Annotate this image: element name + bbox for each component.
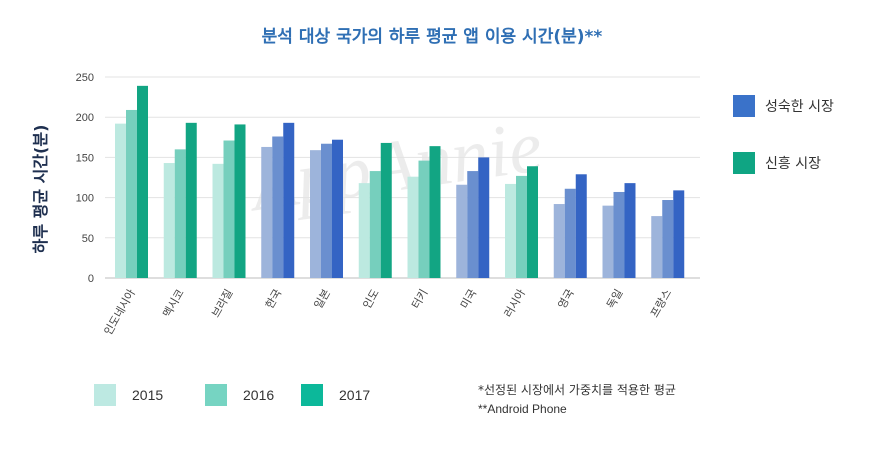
year-legend-label: 2016 (243, 387, 274, 403)
y-tick-label: 250 (76, 72, 94, 84)
bar-인도-2017 (380, 142, 392, 278)
bar-영국-2016 (564, 188, 576, 278)
bar-프랑스-2016 (662, 200, 674, 278)
year-legend: 2015 2016 2017 (94, 384, 370, 406)
x-tick-label: 한국 (263, 287, 284, 311)
market-legend-label: 신흥 시장 (765, 156, 821, 172)
footnote-2: **Android Phone (478, 402, 567, 416)
year-legend-label: 2017 (339, 387, 370, 403)
footnote-1: *선정된 시장에서 가중치를 적용한 평균 (478, 383, 676, 397)
market-legend-swatch (733, 152, 755, 174)
bar-한국-2015 (261, 146, 273, 278)
bar-독일-2015 (602, 205, 614, 278)
bar-프랑스-2017 (673, 190, 685, 278)
bar-미국-2016 (467, 171, 479, 278)
year-legend-swatch (301, 384, 323, 406)
chart-title: 분석 대상 국가의 하루 평균 앱 이용 시간(분)** (262, 26, 603, 47)
x-tick-label: 브라질 (209, 287, 235, 320)
bar-인도네시아-2015 (115, 123, 126, 278)
bar-러시아-2016 (516, 175, 527, 278)
bar-브라질-2015 (212, 163, 224, 278)
bar-브라질-2016 (223, 140, 235, 278)
x-tick-label: 독일 (603, 287, 625, 312)
bar-터키-2017 (429, 146, 441, 278)
year-legend-swatch (94, 384, 116, 406)
bar-멕시코-2017 (185, 122, 197, 278)
bar-터키-2016 (418, 160, 430, 278)
y-tick-label: 150 (76, 152, 94, 164)
market-legend-label: 성숙한 시장 (765, 99, 834, 115)
bar-한국-2016 (272, 136, 284, 278)
y-axis-label: 하루 평균 시간(분) (31, 125, 50, 254)
x-tick-label: 멕시코 (160, 287, 186, 320)
bar-멕시코-2016 (174, 149, 186, 278)
bar-독일-2017 (624, 183, 636, 278)
bar-영국-2015 (553, 204, 565, 278)
y-axis-ticks: 0 50 100 150 200 250 (76, 72, 94, 285)
x-tick-label: 인도네시아 (102, 287, 139, 337)
bars (115, 85, 685, 279)
x-tick-label: 미국 (458, 287, 479, 311)
x-tick-label: 일본 (311, 287, 333, 312)
year-legend-label: 2015 (132, 387, 163, 403)
x-tick-label: 인도 (360, 287, 381, 311)
x-tick-label: 프랑스 (648, 287, 674, 320)
y-tick-label: 200 (76, 112, 94, 124)
bar-인도-2015 (358, 183, 370, 278)
bar-인도네시아-2017 (137, 85, 148, 279)
x-tick-label: 러시아 (502, 287, 528, 320)
bar-인도네시아-2016 (126, 109, 137, 279)
x-tick-label: 영국 (555, 287, 576, 311)
bar-영국-2017 (575, 174, 587, 278)
x-axis-ticks: 인도네시아 멕시코 브라질 한국 일본 인도 터키 미국 러시아 영국 독일 프랑스 (102, 287, 675, 338)
bar-인도-2016 (369, 171, 381, 278)
bar-미국-2017 (478, 157, 490, 278)
bar-러시아-2015 (505, 183, 516, 278)
gridlines (105, 76, 700, 279)
bar-미국-2015 (456, 184, 468, 278)
bar-브라질-2017 (234, 124, 246, 278)
bar-멕시코-2015 (163, 163, 175, 278)
bar-독일-2016 (613, 191, 625, 278)
x-tick-label: 터키 (409, 287, 430, 311)
market-legend-swatch (733, 95, 755, 117)
bar-프랑스-2015 (651, 216, 663, 278)
y-tick-label: 50 (82, 233, 94, 245)
bar-일본-2015 (310, 150, 321, 278)
year-legend-swatch (205, 384, 227, 406)
bar-일본-2016 (321, 143, 332, 278)
y-tick-label: 100 (76, 193, 94, 205)
bar-일본-2017 (332, 139, 343, 278)
bar-러시아-2017 (527, 166, 538, 278)
bar-한국-2017 (283, 122, 295, 278)
y-tick-label: 0 (88, 273, 94, 285)
bar-터키-2015 (407, 176, 419, 278)
